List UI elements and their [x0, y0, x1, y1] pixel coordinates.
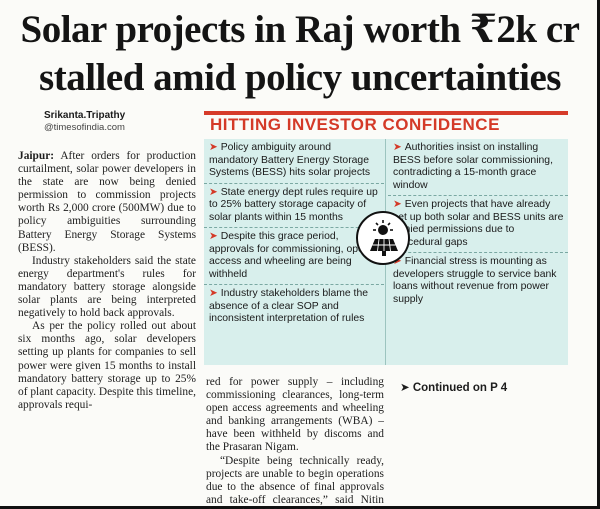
solar-panel-sun-icon	[356, 211, 410, 265]
factbox-item-text: Policy ambiguity around mandatory Batter…	[209, 142, 371, 178]
article-column-1: Jaipur: After orders for production curt…	[18, 150, 196, 412]
factbox-item-text: State energy dept rules require up to 25…	[209, 186, 378, 223]
factbox-left-column: ➤ Policy ambiguity around mandatory Batte…	[204, 139, 384, 329]
bullet-arrow-icon: ➤	[393, 142, 402, 153]
article-paragraph-5-start: “Despite being technically ready, projec…	[206, 455, 384, 509]
factbox-right-column: ➤ Authorities insist on installing BESS b…	[388, 139, 568, 309]
headline-line-2: stalled amid policy uncertainties	[39, 56, 561, 99]
byline-handle: @timesofindia.com	[44, 122, 125, 133]
paragraph-5-text: “Despite being technically ready, projec…	[206, 454, 384, 509]
headline-line-1: Solar projects in Raj worth ₹2k cr	[20, 8, 580, 51]
factbox-item: ➤ Policy ambiguity around mandatory Batte…	[204, 139, 384, 184]
byline: Srikanta.Tripathy @timesofindia.com	[44, 110, 125, 133]
article-paragraph-1: Jaipur: After orders for production curt…	[18, 150, 196, 255]
bullet-arrow-icon: ➤	[393, 256, 402, 267]
factbox: HITTING INVESTOR CONFIDENCE ➤ Policy ambi…	[204, 111, 568, 365]
factbox-title: HITTING INVESTOR CONFIDENCE	[210, 115, 500, 134]
bullet-arrow-icon: ➤	[209, 231, 218, 242]
bullet-arrow-icon: ➤	[393, 199, 402, 210]
factbox-item: ➤ Even projects that have already set up …	[388, 196, 568, 253]
dateline: Jaipur:	[18, 150, 55, 162]
factbox-item: ➤ Despite this grace period, approvals fo…	[204, 228, 384, 285]
factbox-item: ➤ Financial stress is mounting as develop…	[388, 253, 568, 309]
factbox-item-text: Authorities insist on installing BESS be…	[393, 142, 553, 191]
article-paragraph-2: Industry stakeholders said the state ene…	[18, 254, 196, 320]
factbox-item-text: Industry stakeholders blame the absence …	[209, 288, 368, 324]
article-paragraph-4: red for power supply – including commiss…	[206, 376, 384, 454]
article-column-3: ➤ Continued on P 4	[392, 376, 570, 395]
factbox-body: ➤ Policy ambiguity around mandatory Batte…	[204, 139, 568, 365]
factbox-item-text: Even projects that have already set up b…	[393, 199, 564, 248]
continued-arrow-icon: ➤	[400, 382, 410, 394]
byline-name: Srikanta.Tripathy	[44, 110, 126, 121]
factbox-item-text: Despite this grace period, approvals for…	[209, 231, 370, 280]
factbox-item-text: Financial stress is mounting as develope…	[393, 256, 557, 305]
factbox-item: ➤ Industry stakeholders blame the absence…	[204, 285, 384, 329]
article-column-2: red for power supply – including commiss…	[206, 376, 384, 509]
article-paragraph-3: As per the policy rolled out about six m…	[18, 320, 196, 411]
bullet-arrow-icon: ➤	[209, 288, 218, 299]
bullet-arrow-icon: ➤	[209, 142, 218, 153]
factbox-item: ➤ State energy dept rules require up to 2…	[204, 184, 384, 228]
continued-label: Continued on P 4	[412, 382, 508, 394]
continued-link[interactable]: ➤ Continued on P 4	[392, 382, 570, 395]
factbox-item: ➤ Authorities insist on installing BESS b…	[388, 139, 568, 196]
bullet-arrow-icon: ➤	[209, 186, 218, 198]
paragraph-1-text: After orders for production curtailment,…	[18, 150, 196, 254]
